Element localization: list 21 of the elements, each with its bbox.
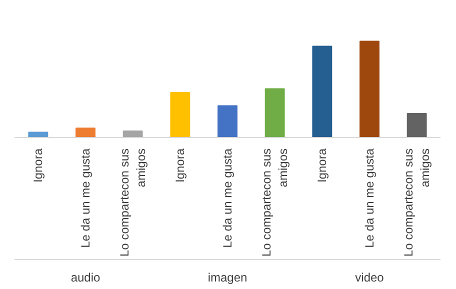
x-tick-label: Lo compartecon sus amigos [259,148,290,257]
x-tick-label: Ignora [173,148,188,183]
bar [76,128,96,138]
bar [122,130,143,138]
bar [170,92,190,138]
bar [28,132,48,138]
x-tick-label: Le da un me gusta [362,148,376,248]
bar [312,46,332,138]
text: imagen [208,270,248,284]
bar [406,112,427,138]
x-tick-label: Lo compartecon sus amigos [117,148,148,257]
bar [264,88,285,138]
x-tick-label: Lo compartecon sus amigos [401,148,432,257]
bar [360,40,380,138]
x-tick-label: Ignora [31,148,46,183]
x-tick-label: Le da un me gusta [78,148,92,248]
text: video [355,270,384,284]
bar [218,105,238,138]
x-tick-label: Le da un me gusta [220,148,234,248]
text: audio [70,270,101,284]
x-tick-label: Ignora [315,148,330,183]
